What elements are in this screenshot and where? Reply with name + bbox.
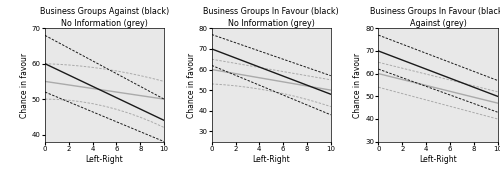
- Y-axis label: Chance in favour: Chance in favour: [187, 52, 196, 118]
- Title: Business Groups Against (black)
No Information (grey): Business Groups Against (black) No Infor…: [40, 7, 169, 28]
- X-axis label: Left-Right: Left-Right: [419, 155, 457, 164]
- X-axis label: Left-Right: Left-Right: [252, 155, 290, 164]
- Title: Business Groups In Favour (black)
Against (grey): Business Groups In Favour (black) Agains…: [370, 7, 500, 28]
- Title: Business Groups In Favour (black)
No Information (grey): Business Groups In Favour (black) No Inf…: [204, 7, 339, 28]
- Y-axis label: Chance in favour: Chance in favour: [20, 52, 29, 118]
- X-axis label: Left-Right: Left-Right: [86, 155, 124, 164]
- Y-axis label: Chance in favour: Chance in favour: [354, 52, 362, 118]
